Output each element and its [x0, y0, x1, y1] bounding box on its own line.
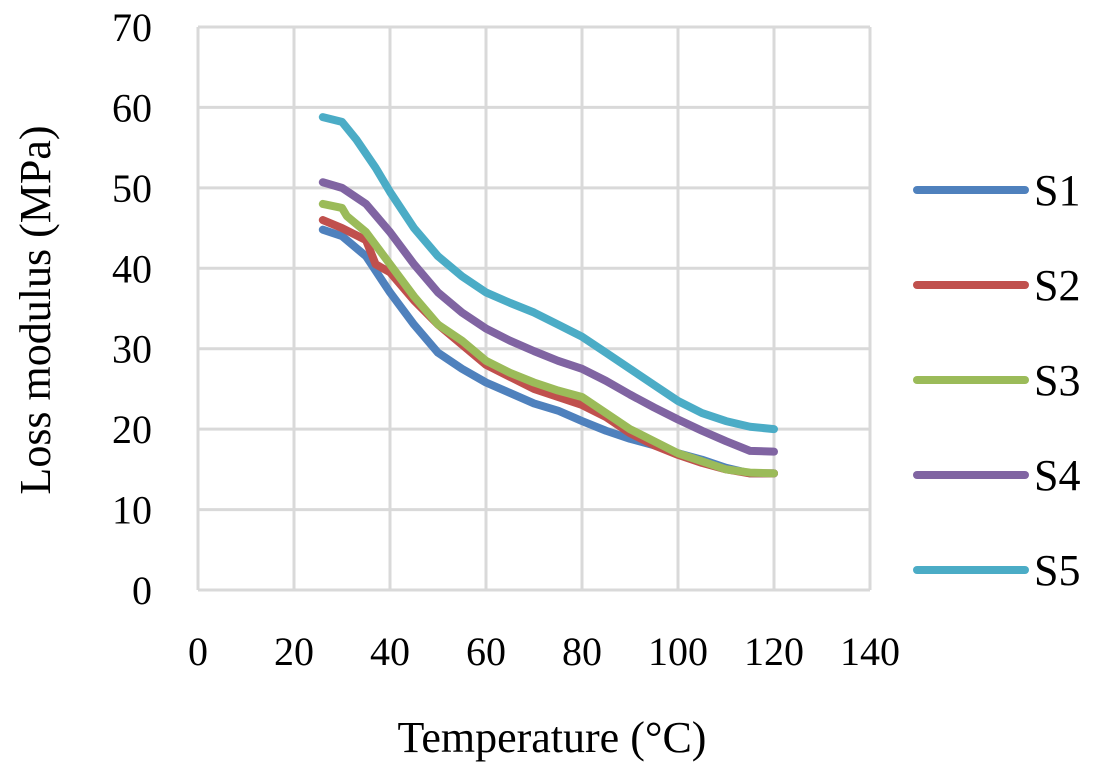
legend-label: S3: [1034, 356, 1080, 405]
y-axis-title: Loss modulus (MPa): [11, 125, 60, 494]
legend-label: S4: [1034, 451, 1080, 500]
series-lines: [318, 113, 778, 478]
series-line-s5: [318, 113, 778, 434]
x-tick-labels: 0 20 40 60 80 100 120 140: [188, 629, 900, 674]
x-tick-label: 60: [466, 629, 506, 674]
x-tick-label: 80: [562, 629, 602, 674]
series-line-s3: [318, 199, 778, 478]
legend-label: S1: [1034, 166, 1080, 215]
y-tick-labels: 0 10 20 30 40 50 60 70: [112, 5, 152, 613]
series-line-s4: [318, 178, 778, 456]
x-tick-label: 0: [188, 629, 208, 674]
legend-label: S5: [1034, 546, 1080, 595]
grid: [196, 25, 872, 592]
legend: S1 S2 S3 S4 S5: [913, 166, 1080, 595]
x-tick-label: 120: [744, 629, 804, 674]
x-axis-title: Temperature (°C): [398, 713, 707, 762]
y-tick-label: 50: [112, 166, 152, 211]
y-tick-label: 60: [112, 85, 152, 130]
legend-label: S2: [1034, 261, 1080, 310]
y-tick-label: 30: [112, 327, 152, 372]
y-tick-label: 70: [112, 5, 152, 50]
y-tick-label: 0: [132, 568, 152, 613]
x-tick-label: 100: [648, 629, 708, 674]
x-tick-label: 140: [840, 629, 900, 674]
x-tick-label: 40: [370, 629, 410, 674]
y-tick-label: 10: [112, 488, 152, 533]
x-tick-label: 20: [274, 629, 314, 674]
y-tick-label: 40: [112, 246, 152, 291]
y-tick-label: 20: [112, 407, 152, 452]
